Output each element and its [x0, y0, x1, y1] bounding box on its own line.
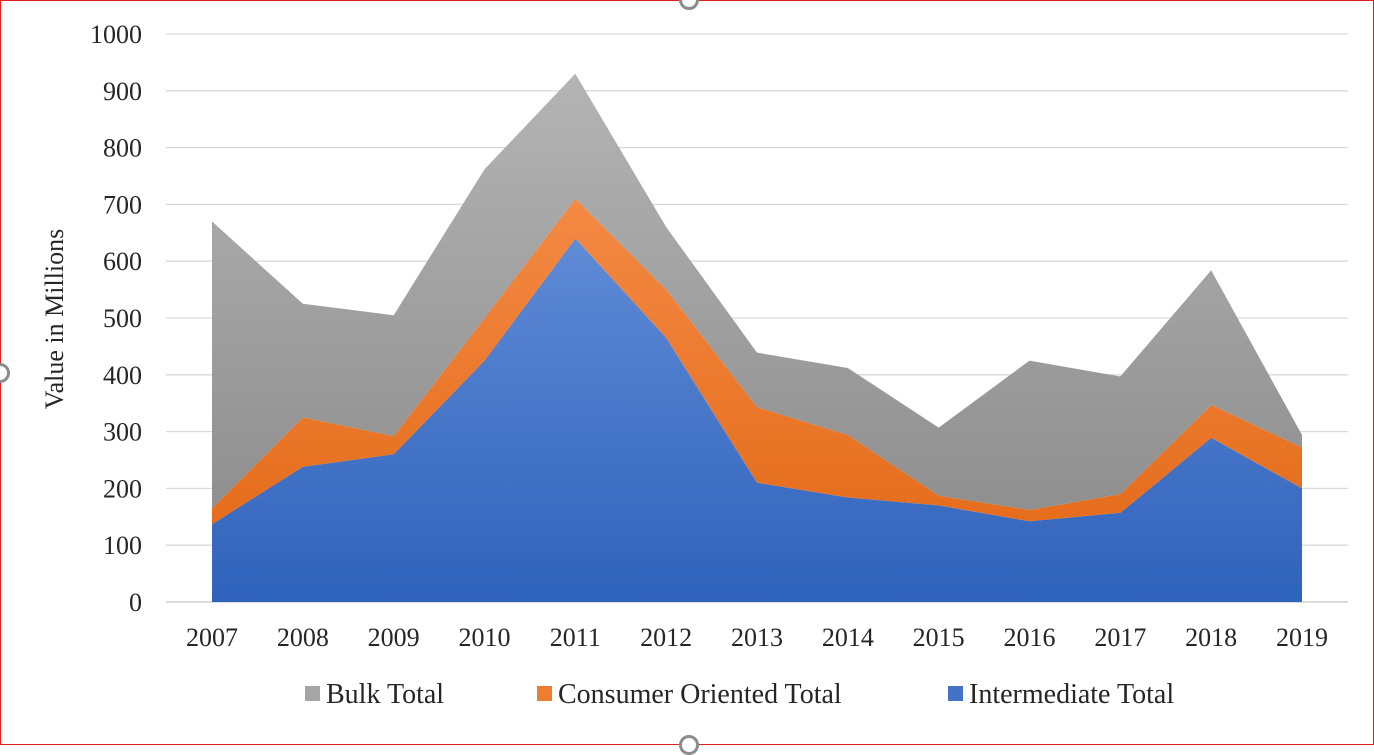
- x-tick-label: 2018: [1185, 623, 1237, 652]
- y-tick-label: 600: [103, 247, 142, 276]
- x-tick-label: 2011: [550, 623, 601, 652]
- y-tick-label: 200: [103, 474, 142, 503]
- resize-handle-top[interactable]: [679, 0, 699, 10]
- legend-label-consumer-oriented-total: Consumer Oriented Total: [558, 679, 842, 710]
- area-bulk-total: [212, 73, 1302, 511]
- y-tick-label: 800: [103, 134, 142, 163]
- x-tick-label: 2009: [368, 623, 420, 652]
- legend-swatch-bulk-total: [305, 686, 320, 701]
- y-tick-label: 900: [103, 77, 142, 106]
- x-tick-label: 2013: [731, 623, 783, 652]
- legend: Bulk Total Consumer Oriented Total Interme…: [305, 679, 1174, 710]
- plot-areas: [212, 73, 1302, 602]
- x-tick-label: 2010: [459, 623, 511, 652]
- y-tick-label: 100: [103, 531, 142, 560]
- x-axis-ticks: 2007 2008 2009 2010 2011 2012 2013 2014 2015 2016…: [186, 623, 1328, 652]
- legend-swatch-consumer-oriented-total: [537, 686, 552, 701]
- area-consumer-oriented-total: [212, 198, 1302, 525]
- resize-handle-bottom[interactable]: [679, 735, 699, 755]
- legend-swatch-intermediate-total: [948, 686, 963, 701]
- x-tick-label: 2016: [1004, 623, 1056, 652]
- x-tick-label: 2007: [186, 623, 238, 652]
- x-tick-label: 2017: [1094, 623, 1146, 652]
- legend-label-intermediate-total: Intermediate Total: [969, 679, 1174, 710]
- resize-handle-left[interactable]: [0, 363, 10, 383]
- legend-label-bulk-total: Bulk Total: [326, 679, 444, 710]
- x-tick-label: 2008: [277, 623, 329, 652]
- y-tick-label: 0: [129, 588, 142, 617]
- y-tick-label: 700: [103, 190, 142, 219]
- y-axis-ticks: 0 100 200 300 400 500 600 700 800 900 1000: [90, 20, 142, 617]
- y-tick-label: 300: [103, 418, 142, 447]
- x-tick-label: 2015: [913, 623, 965, 652]
- x-tick-label: 2014: [822, 623, 874, 652]
- y-tick-label: 400: [103, 361, 142, 390]
- y-tick-label: 1000: [90, 20, 142, 49]
- x-tick-label: 2012: [640, 623, 692, 652]
- y-axis-title: Value in Millions: [40, 229, 69, 410]
- y-tick-label: 500: [103, 304, 142, 333]
- area-intermediate-total: [212, 238, 1302, 602]
- x-tick-label: 2019: [1276, 623, 1328, 652]
